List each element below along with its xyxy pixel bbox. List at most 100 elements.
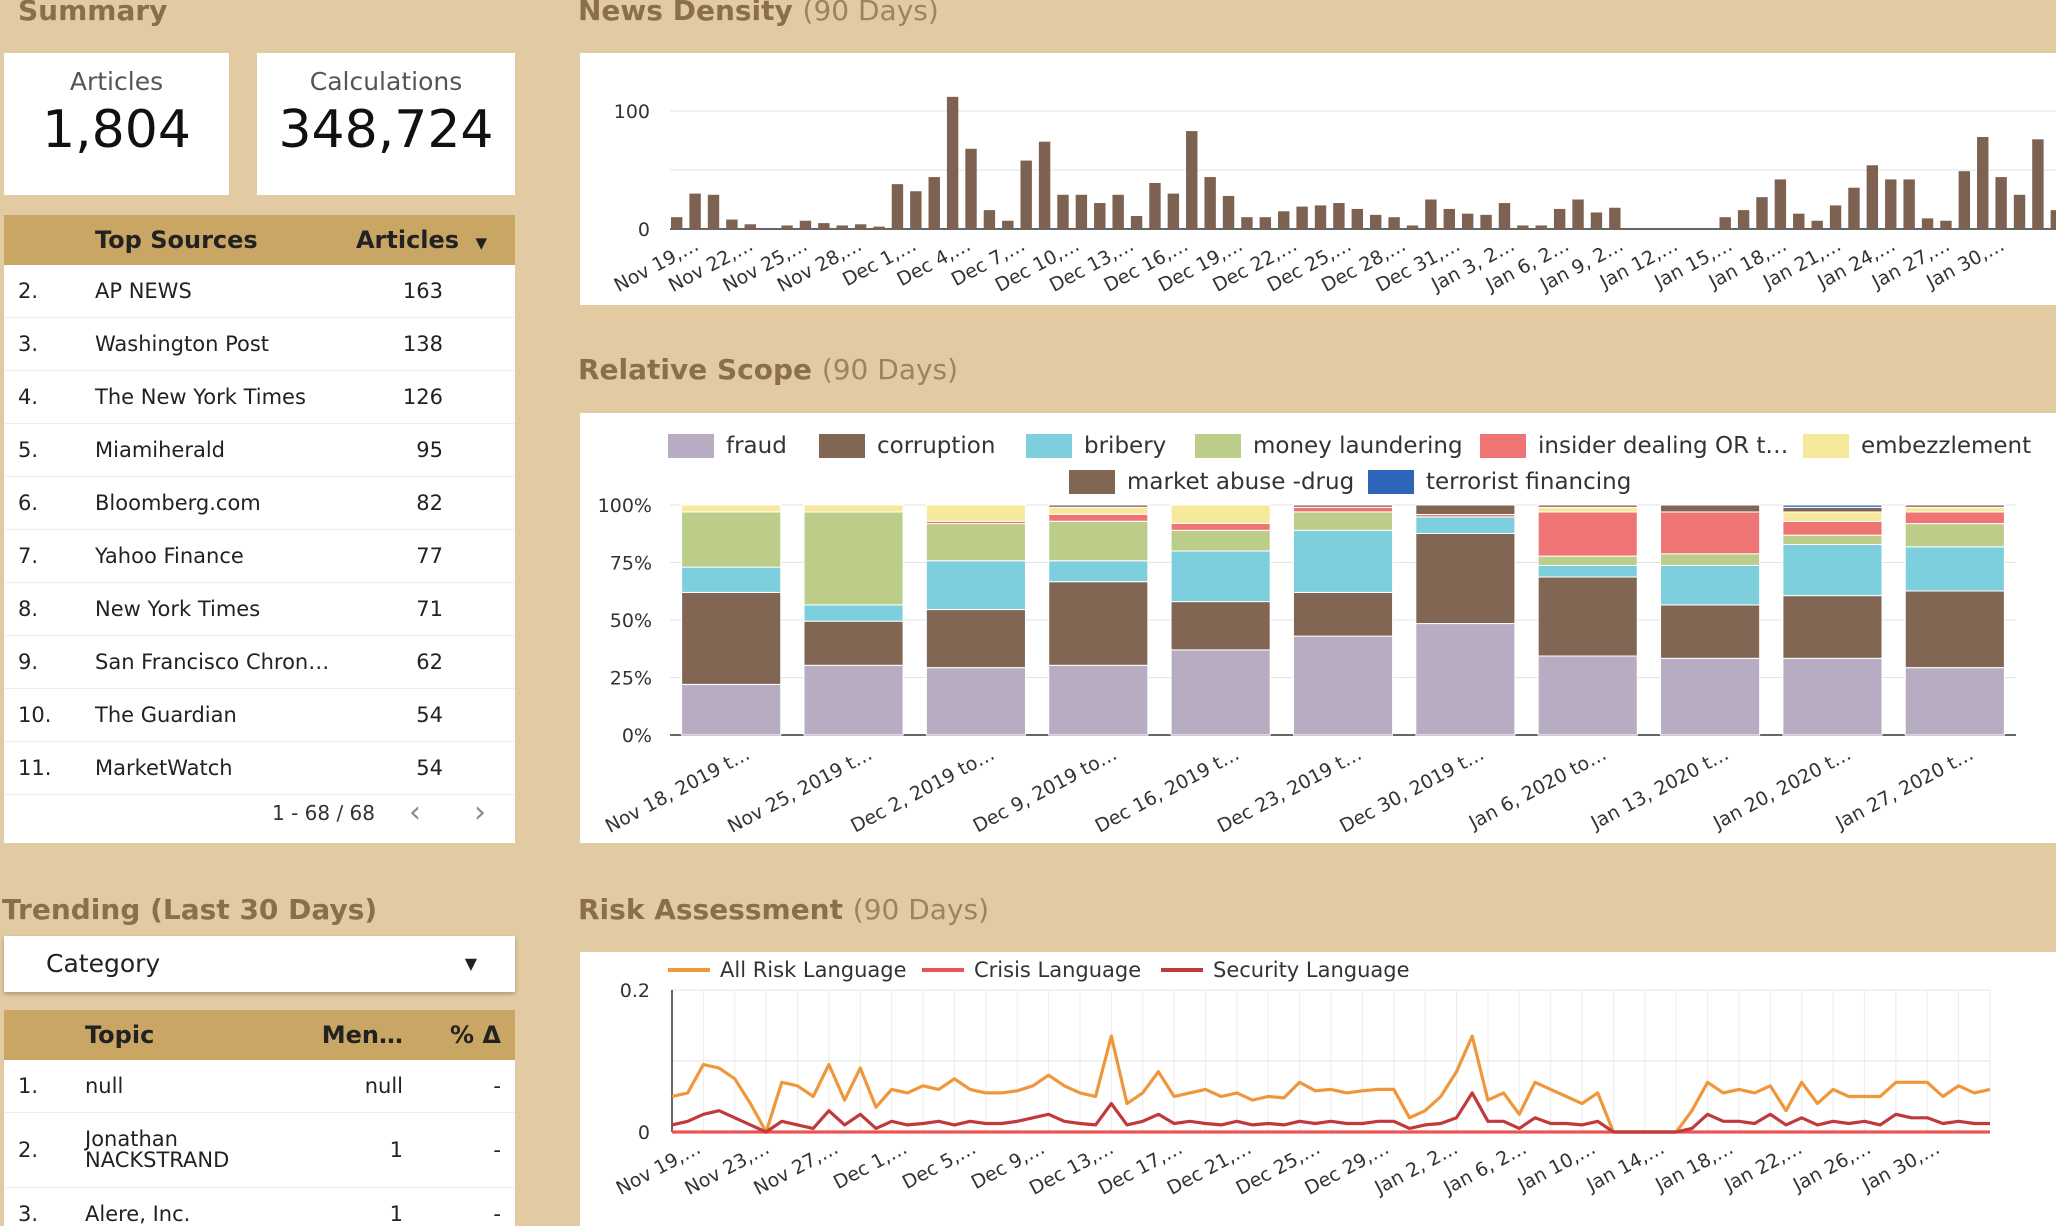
legend-swatch <box>1803 434 1849 458</box>
stacked-bar-segment <box>803 504 904 513</box>
stacked-bar-segment <box>1048 664 1149 736</box>
row-articles: 138 <box>344 317 515 371</box>
table-row[interactable]: 1. null null - <box>4 1060 515 1113</box>
density-bar <box>726 219 738 229</box>
legend-item[interactable]: corruption <box>819 433 995 459</box>
stacked-bar-segment <box>1660 604 1761 659</box>
legend-line-swatch <box>922 968 964 972</box>
category-dropdown[interactable]: Category ▼ <box>4 936 515 992</box>
legend-label: All Risk Language <box>720 958 907 982</box>
density-bar <box>1609 207 1621 229</box>
stacked-bar-segment <box>925 523 1026 562</box>
density-bar <box>2013 194 2026 229</box>
density-bar <box>1590 212 1603 229</box>
density-bar <box>1756 197 1768 229</box>
col-delta-header[interactable]: % Δ <box>404 1010 515 1060</box>
articles-value: 1,804 <box>42 100 191 160</box>
y-tick-label: 100 <box>614 101 650 123</box>
density-bar <box>1480 214 1492 229</box>
stacked-bar-segment <box>1292 506 1394 513</box>
risk-assessment-chart: All Risk Language Crisis Language Security… <box>580 952 2056 1226</box>
sort-desc-icon[interactable]: ▼ <box>475 234 487 252</box>
calculations-label: Calculations <box>309 67 463 96</box>
stacked-bar-segment <box>1537 655 1638 736</box>
table-row[interactable]: 3. Alere, Inc. 1- <box>4 1187 515 1226</box>
table-row[interactable]: 9. San Francisco Chron… 62 <box>4 635 515 689</box>
stacked-bar-segment <box>1782 657 1883 736</box>
density-bar <box>1278 211 1290 229</box>
stacked-bar-segment <box>1415 504 1516 515</box>
density-bar <box>1149 182 1161 229</box>
col-topic-header[interactable]: Topic <box>84 1010 284 1060</box>
category-dropdown-value: Category <box>46 949 161 978</box>
density-bar <box>1425 199 1437 229</box>
density-bar <box>1774 179 1787 229</box>
row-mentions: 1 <box>284 1112 404 1188</box>
legend-item[interactable]: bribery <box>1026 433 1166 459</box>
x-tick-label: Jan 30,… <box>1858 1137 1944 1197</box>
risk-series-line <box>671 1091 1990 1134</box>
row-rank: 8. <box>4 582 94 636</box>
legend-item[interactable]: Security Language <box>1161 958 1410 982</box>
legend-item[interactable]: All Risk Language <box>668 958 907 982</box>
row-articles: 126 <box>344 370 515 424</box>
legend-item[interactable]: money laundering <box>1195 433 1463 459</box>
legend-item[interactable]: fraud <box>668 433 787 459</box>
stacked-bar-segment <box>1048 506 1149 515</box>
density-bar <box>965 148 977 229</box>
density-bar <box>1167 193 1180 229</box>
legend-item[interactable]: insider dealing OR t… <box>1480 433 1788 459</box>
table-row[interactable]: 6. Bloomberg.com 82 <box>4 476 515 530</box>
x-tick-label: Jan 14,… <box>1582 1137 1668 1197</box>
density-bar <box>1241 217 1253 229</box>
row-rank: 5. <box>4 423 94 477</box>
density-bar <box>1958 171 1971 229</box>
legend-item[interactable]: market abuse -drug <box>1069 469 1354 495</box>
density-bar <box>671 217 683 229</box>
table-row[interactable]: 8. New York Times 71 <box>4 582 515 636</box>
stacked-bar-segment <box>1292 591 1394 637</box>
table-row[interactable]: 3. Washington Post 138 <box>4 317 515 371</box>
table-row[interactable]: 11. MarketWatch 54 <box>4 741 515 795</box>
row-rank: 3. <box>4 1187 84 1226</box>
legend-item[interactable]: Crisis Language <box>922 958 1141 982</box>
row-topic: Jonathan NACKSTRAND <box>84 1112 284 1188</box>
table-row[interactable]: 4. The New York Times 126 <box>4 370 515 424</box>
prev-page-icon[interactable]: ‹ <box>409 795 421 830</box>
stacked-bar-segment <box>681 591 782 685</box>
stacked-bar-segment <box>681 683 782 736</box>
row-rank: 3. <box>4 317 94 371</box>
col-articles-header[interactable]: Articles ▼ <box>344 215 515 265</box>
table-row[interactable]: 2. AP NEWS 163 <box>4 265 515 318</box>
table-row[interactable]: 5. Miamiherald 95 <box>4 423 515 477</box>
row-source: Washington Post <box>94 317 344 371</box>
legend-item[interactable]: embezzlement <box>1803 433 2031 459</box>
stacked-bar-segment <box>1537 564 1638 578</box>
next-page-icon[interactable]: › <box>474 795 486 830</box>
legend-swatch <box>1069 470 1115 494</box>
table-row[interactable]: 2. Jonathan NACKSTRAND 1- <box>4 1112 515 1188</box>
articles-scorecard: Articles 1,804 <box>4 53 229 195</box>
stacked-bar-segment <box>1170 649 1271 736</box>
stacked-bar-segment <box>1904 590 2005 669</box>
stacked-bar-segment <box>925 667 1026 736</box>
density-bar <box>946 96 959 229</box>
table-row[interactable]: 10. The Guardian 54 <box>4 688 515 742</box>
col-mentions-header[interactable]: Men… <box>284 1010 404 1060</box>
row-topic: Alere, Inc. <box>84 1187 284 1226</box>
density-bar <box>1903 179 1915 229</box>
stacked-bar-segment <box>681 504 782 513</box>
stacked-bar-segment <box>1537 504 1638 508</box>
x-tick-label: Jan 22,… <box>1720 1137 1806 1197</box>
density-bar <box>707 194 720 229</box>
table-row[interactable]: 7. Yahoo Finance 77 <box>4 529 515 583</box>
row-articles: 62 <box>344 635 515 689</box>
legend-swatch <box>1195 434 1241 458</box>
density-bar <box>1314 205 1327 229</box>
legend-item[interactable]: terrorist financing <box>1368 469 1631 495</box>
row-source: Bloomberg.com <box>94 476 344 530</box>
legend-swatch <box>1368 470 1414 494</box>
col-top-sources-header[interactable]: Top Sources <box>94 215 344 265</box>
density-bar <box>1866 165 1879 229</box>
